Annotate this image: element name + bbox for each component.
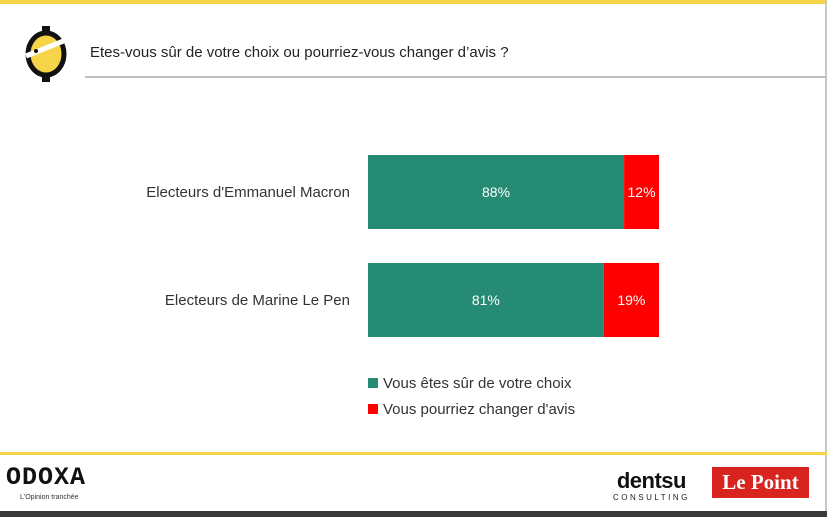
footer-accent-rule <box>0 452 827 455</box>
bar-segment <box>368 155 625 229</box>
legend-item: Vous êtes sûr de votre choix <box>368 370 575 396</box>
odoxa-logo: ODOXA L'Opinion tranchée <box>6 463 87 502</box>
legend-item: Vous pourriez changer d'avis <box>368 396 575 422</box>
dentsu-subtitle: CONSULTING <box>613 493 690 502</box>
bar-segment <box>624 155 659 229</box>
legend-swatch <box>368 378 378 388</box>
bar-segment <box>368 263 604 337</box>
legend-swatch <box>368 404 378 414</box>
chart-legend: Vous êtes sûr de votre choix Vous pourrie… <box>368 370 575 422</box>
bar-value-label: 12% <box>628 184 656 200</box>
top-accent-stripe <box>0 0 827 4</box>
title-divider <box>85 76 827 78</box>
odoxa-tagline: L'Opinion tranchée <box>20 494 79 501</box>
bar-value-label: 81% <box>472 292 500 308</box>
bottom-bar <box>0 511 827 517</box>
odoxa-face-icon <box>25 26 67 82</box>
legend-label: Vous pourriez changer d'avis <box>383 400 576 418</box>
category-label: Electeurs de Marine Le Pen <box>165 292 350 309</box>
question-title: Etes-vous sûr de votre choix ou pourriez… <box>90 44 509 61</box>
legend-label: Vous êtes sûr de votre choix <box>383 374 572 392</box>
bar-value-label: 19% <box>617 292 645 308</box>
bar-segment <box>603 263 659 337</box>
dentsu-logo: dentsu CONSULTING <box>613 468 690 503</box>
dentsu-wordmark: dentsu <box>616 468 687 493</box>
odoxa-wordmark: ODOXA <box>6 463 87 492</box>
category-label: Electeurs d'Emmanuel Macron <box>146 184 350 201</box>
right-edge-border <box>825 0 827 517</box>
lepoint-logo: Le Point <box>712 467 809 498</box>
bar-value-label: 88% <box>482 184 510 200</box>
